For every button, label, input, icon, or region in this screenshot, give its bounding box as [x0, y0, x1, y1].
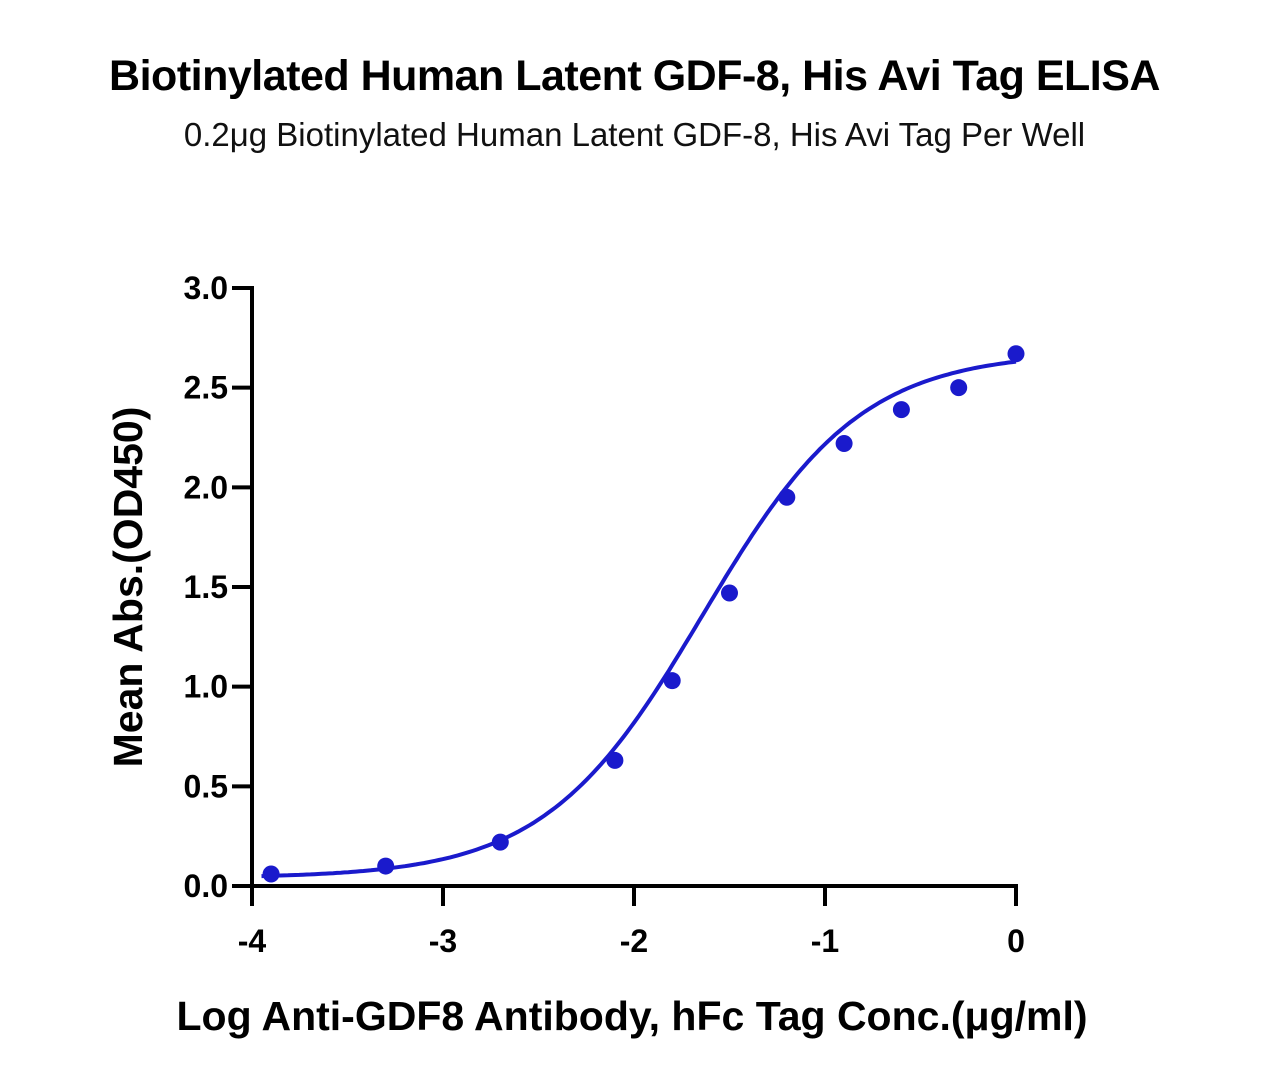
data-point [606, 751, 624, 769]
data-point [491, 833, 509, 851]
y-axis-label: Mean Abs.(OD450) [105, 407, 151, 768]
chart-subtitle: 0.2μg Biotinylated Human Latent GDF-8, H… [183, 116, 1086, 153]
x-tick-label: -1 [811, 923, 839, 959]
data-point [663, 672, 681, 690]
y-tick-label: 0.5 [184, 768, 228, 804]
y-tick-label: 1.0 [184, 669, 228, 705]
ticks: 0.0 0.5 1.0 1.5 2.0 2.5 3.0 -4 -3 -2 -1 0 [184, 270, 1025, 959]
x-tick-label: -3 [429, 923, 457, 959]
data-point [778, 488, 796, 506]
chart-title: Biotinylated Human Latent GDF-8, His Avi… [109, 52, 1160, 100]
y-tick-label: 1.5 [184, 569, 228, 605]
y-tick-label: 2.0 [184, 469, 228, 505]
data-point [835, 434, 853, 452]
x-tick-label: 0 [1007, 923, 1025, 959]
data-point [892, 401, 910, 419]
data-points [262, 345, 1025, 883]
fit-curve [261, 359, 1017, 879]
data-point [377, 857, 395, 875]
axes [250, 286, 1018, 888]
data-point [721, 584, 738, 602]
y-tick-label: 3.0 [184, 270, 228, 306]
data-point [1007, 345, 1025, 363]
data-point [950, 379, 968, 397]
y-tick-label: 2.5 [184, 370, 228, 406]
x-tick-label: -2 [620, 923, 648, 959]
data-point [262, 865, 280, 883]
x-tick-label: -4 [238, 923, 267, 959]
x-axis-label: Log Anti-GDF8 Antibody, hFc Tag Conc.(μg… [176, 993, 1087, 1039]
y-tick-label: 0.0 [184, 868, 228, 904]
